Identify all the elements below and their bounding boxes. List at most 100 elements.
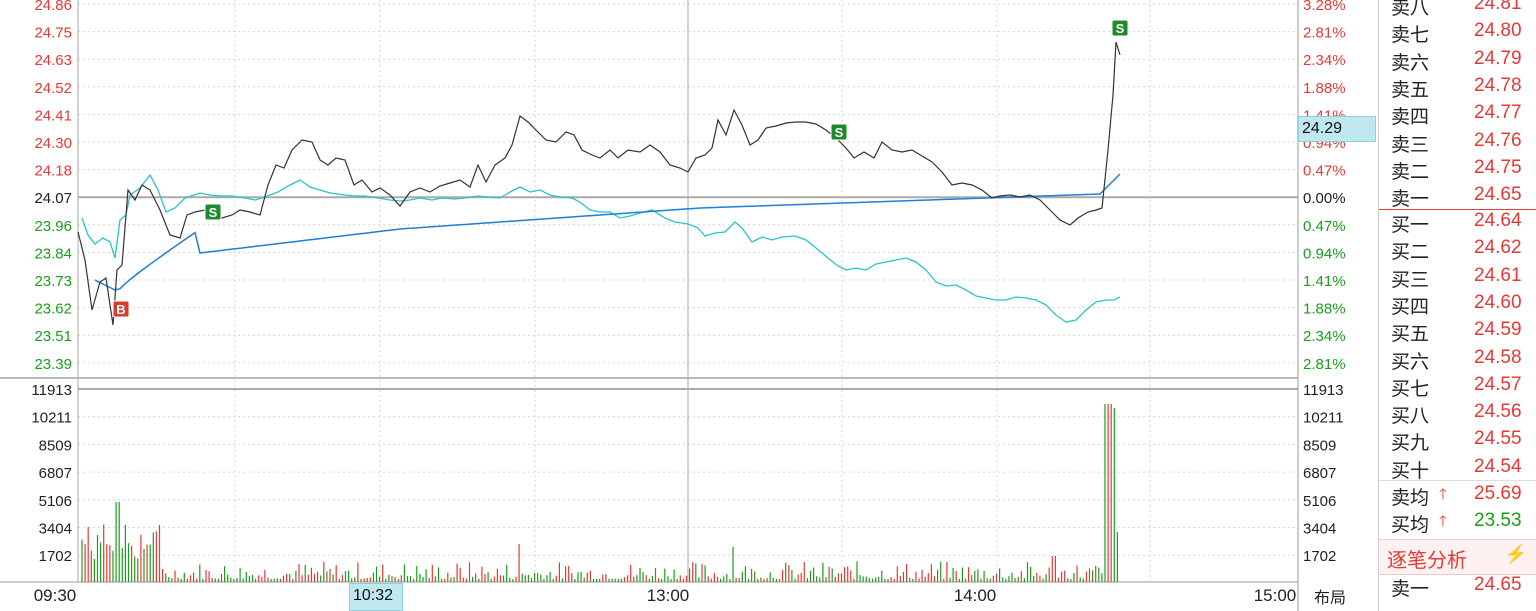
order-book-row[interactable]: 买八 24.56: [1379, 400, 1536, 427]
order-book-row[interactable]: 买四 24.60: [1379, 291, 1536, 318]
order-book-row[interactable]: 卖八 24.81: [1379, 0, 1536, 19]
row-label: 买八: [1391, 406, 1430, 428]
order-book-row[interactable]: 卖五 24.78: [1379, 74, 1536, 101]
sell-marker[interactable]: S: [830, 123, 848, 141]
volume-tick-label-right: 5106: [1303, 493, 1336, 510]
order-book-row[interactable]: 卖均 🡑 25.69: [1379, 482, 1536, 509]
row-price: 24.59: [1474, 319, 1522, 341]
order-book-row[interactable]: 卖一 24.65: [1379, 573, 1536, 600]
price-line: [77, 41, 1121, 326]
chart-grid: [0, 0, 1299, 611]
row-price: 24.58: [1474, 346, 1522, 368]
volume-bars: [81, 404, 1119, 582]
volume-tick-label-right: 3404: [1303, 521, 1336, 538]
row-price: 24.65: [1474, 184, 1522, 206]
row-label: 卖五: [1391, 79, 1430, 101]
row-label: 卖七: [1391, 25, 1430, 47]
tick-analysis-header[interactable]: 逐笔分析 ⚡: [1379, 539, 1536, 575]
order-book-row[interactable]: 卖二 24.75: [1379, 156, 1536, 183]
order-book-row[interactable]: 卖四 24.77: [1379, 101, 1536, 128]
index-line: [81, 173, 1121, 323]
price-tick-label: 24.75: [34, 25, 72, 42]
order-book-row[interactable]: 买六 24.58: [1379, 346, 1536, 373]
price-tick-label: 24.52: [34, 80, 72, 97]
price-tick-label: 24.30: [34, 135, 72, 152]
row-price: 24.81: [1474, 0, 1522, 14]
trade-markers[interactable]: B S S S: [112, 19, 1129, 318]
volume-tick-label-right: 11913: [1303, 382, 1344, 399]
price-tick-label: 24.41: [34, 107, 72, 124]
row-price: 24.78: [1474, 74, 1522, 96]
time-tick-label: 09:30: [34, 586, 77, 605]
lightning-icon[interactable]: ⚡: [1504, 544, 1527, 564]
row-label: 卖三: [1391, 134, 1430, 156]
volume-tick-label-right: 10211: [1303, 410, 1344, 427]
row-label: 买七: [1391, 378, 1430, 400]
volume-tick-label-right: 1702: [1303, 548, 1336, 565]
volume-tick-label: 5106: [39, 493, 72, 510]
row-label: 买均: [1391, 515, 1430, 536]
order-book-row[interactable]: 卖六 24.79: [1379, 47, 1536, 74]
price-tick-label: 23.73: [34, 273, 72, 290]
order-book-row[interactable]: 买九 24.55: [1379, 427, 1536, 454]
price-tick-label: 23.96: [34, 218, 72, 235]
row-price: 24.65: [1474, 574, 1522, 595]
marker-label: S: [835, 125, 844, 140]
pct-tick-label: 0.00%: [1303, 190, 1346, 207]
row-price: 25.69: [1474, 483, 1522, 504]
intraday-chart[interactable]: 24.86 3.28% 24.75 2.81% 24.63 2.34% 24.52 1.88%…: [0, 0, 1378, 611]
pct-tick-label: 2.81%: [1303, 356, 1346, 373]
volume-tick-label-right: 8509: [1303, 437, 1336, 454]
time-tick-label: 15:00: [1254, 586, 1297, 605]
price-tick-label: 24.07: [34, 190, 72, 207]
order-book-row[interactable]: 买七 24.57: [1379, 373, 1536, 400]
order-book-row[interactable]: 卖三 24.76: [1379, 129, 1536, 156]
row-price: 24.75: [1474, 156, 1522, 178]
chart-lines: [77, 41, 1121, 326]
row-label: 买一: [1391, 215, 1430, 236]
price-tick-label: 23.39: [34, 356, 72, 373]
volume-tick-label: 6807: [39, 465, 72, 482]
order-book-row[interactable]: 买二 24.62: [1379, 236, 1536, 263]
pct-tick-label: 1.88%: [1303, 80, 1346, 97]
volume-tick-label: 8509: [39, 437, 72, 454]
order-book-row[interactable]: 卖一 24.65: [1379, 183, 1536, 210]
row-label: 买六: [1391, 351, 1430, 373]
order-book-row[interactable]: 买五 24.59: [1379, 318, 1536, 345]
sell-marker[interactable]: S: [1111, 19, 1129, 37]
row-price: 24.61: [1474, 264, 1522, 286]
marker-label: B: [116, 302, 125, 317]
row-price: 24.80: [1474, 20, 1522, 42]
pct-tick-label: 0.47%: [1303, 163, 1346, 180]
row-price: 24.56: [1474, 401, 1522, 423]
volume-tick-label: 11913: [31, 382, 72, 399]
pct-tick-label: 0.94%: [1303, 245, 1346, 262]
pct-tick-label: 2.34%: [1303, 328, 1346, 345]
volume-tick-label: 1702: [39, 548, 72, 565]
row-price: 24.60: [1474, 291, 1522, 313]
order-book-row[interactable]: 买一 24.64: [1379, 209, 1536, 236]
buy-marker[interactable]: B: [112, 300, 130, 318]
price-tick-label: 23.84: [34, 245, 72, 262]
row-price: 24.64: [1474, 210, 1522, 231]
row-label: 买九: [1391, 433, 1430, 455]
time-tick-label: 13:00: [647, 586, 690, 605]
order-book-row[interactable]: 买均 🡑 23.53: [1379, 509, 1536, 536]
sell-marker[interactable]: S: [204, 203, 222, 221]
row-label: 买四: [1391, 296, 1430, 318]
marker-label: S: [1116, 21, 1125, 36]
row-price: 23.53: [1474, 510, 1522, 531]
book-divider: [1379, 480, 1536, 481]
crosshair-price-label: 24.29: [1298, 116, 1376, 142]
pct-tick-label: 0.47%: [1303, 218, 1346, 235]
volume-tick-label: 10211: [31, 410, 72, 427]
row-label: 卖四: [1391, 107, 1430, 129]
marker-label: S: [209, 205, 218, 220]
price-tick-label: 24.86: [34, 0, 72, 14]
row-price: 24.77: [1474, 102, 1522, 124]
row-label: 卖八: [1391, 0, 1430, 19]
order-book-row[interactable]: 买十 24.54: [1379, 455, 1536, 482]
order-book-row[interactable]: 买三 24.61: [1379, 264, 1536, 291]
order-book-row[interactable]: 卖七 24.80: [1379, 19, 1536, 46]
layout-button[interactable]: 布局: [1314, 590, 1347, 607]
